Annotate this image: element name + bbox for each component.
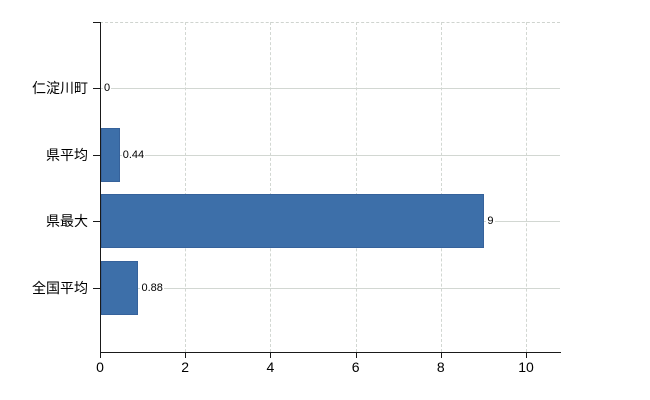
x-tick-label: 10 xyxy=(518,359,534,375)
category-label: 全国平均 xyxy=(32,279,88,296)
plot-top-border xyxy=(100,22,560,23)
bar-3 xyxy=(101,260,139,315)
vertical-gridline xyxy=(526,22,527,352)
value-label: 0.44 xyxy=(121,147,146,162)
x-tick-mark xyxy=(526,353,527,358)
vertical-gridline xyxy=(440,22,442,352)
category-label: 県最大 xyxy=(46,213,88,229)
vertical-gridline xyxy=(355,22,357,352)
x-tick-mark xyxy=(355,353,357,358)
category-label: 仁淀川町 xyxy=(32,80,88,96)
vertical-gridline xyxy=(185,22,187,352)
horizontal-gridline xyxy=(100,154,560,156)
x-tick-label: 0 xyxy=(96,359,104,375)
x-tick-label: 6 xyxy=(351,359,360,375)
value-label: 0 xyxy=(103,81,112,95)
x-tick-mark xyxy=(185,353,187,358)
y-tick-mark xyxy=(93,287,100,289)
x-tick-label: 4 xyxy=(266,359,275,375)
y-tick-mark xyxy=(93,154,100,156)
horizontal-gridline xyxy=(100,88,560,89)
x-tick-label: 8 xyxy=(436,359,445,375)
vertical-gridline xyxy=(270,22,272,352)
y-axis-line xyxy=(100,22,101,353)
y-tick-mark xyxy=(93,221,100,222)
horizontal-gridline xyxy=(100,287,560,289)
x-tick-mark xyxy=(100,353,101,358)
value-label: 9 xyxy=(486,214,495,228)
x-tick-mark xyxy=(270,353,272,358)
y-tick-mark xyxy=(93,88,100,89)
bar-1 xyxy=(101,127,120,182)
y-tick-mark xyxy=(93,22,100,23)
x-tick-label: 2 xyxy=(181,359,190,375)
value-label: 0.88 xyxy=(140,280,164,295)
x-axis-line xyxy=(100,352,561,353)
x-tick-mark xyxy=(440,353,442,358)
bar-2 xyxy=(101,194,485,248)
category-label: 県平均 xyxy=(46,146,88,163)
